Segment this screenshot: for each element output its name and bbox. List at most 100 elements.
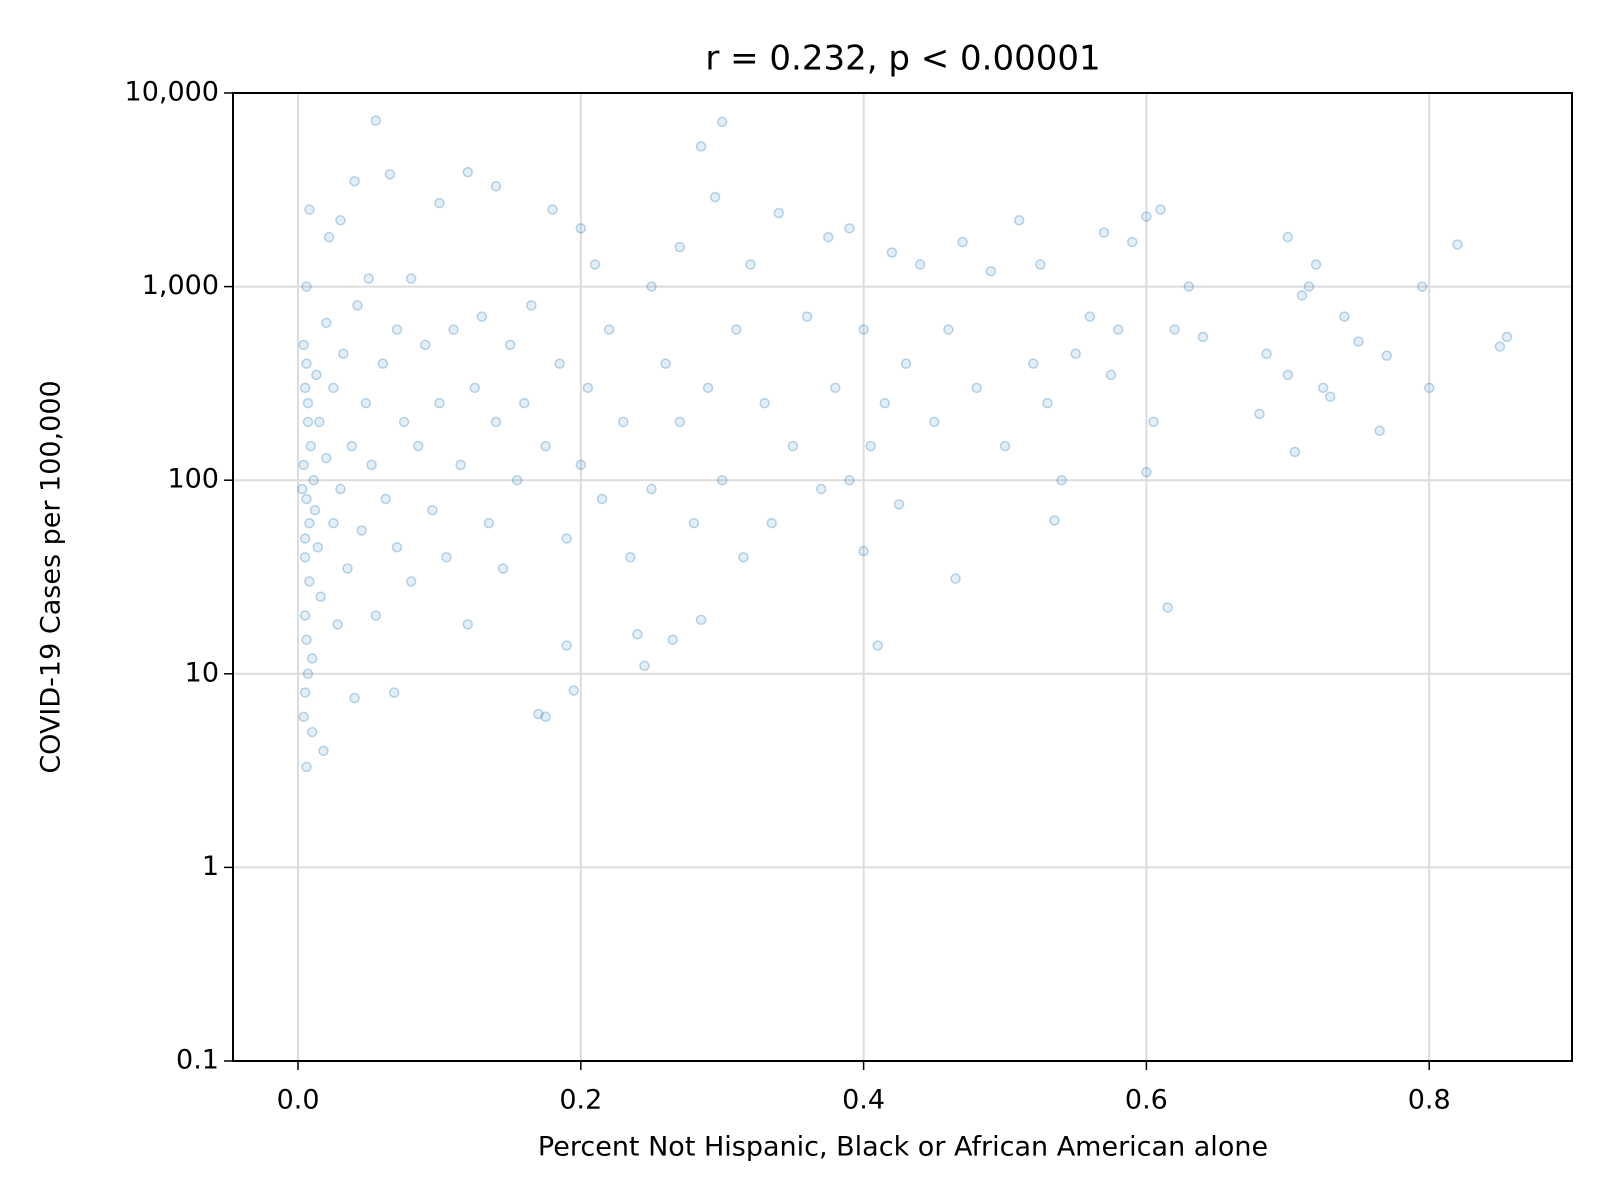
point bbox=[1423, 382, 1435, 394]
point bbox=[1105, 369, 1117, 381]
point bbox=[625, 551, 636, 563]
point bbox=[448, 324, 459, 335]
point bbox=[1155, 204, 1166, 215]
point bbox=[815, 483, 827, 495]
point bbox=[716, 116, 728, 128]
point bbox=[1452, 239, 1463, 250]
point bbox=[370, 115, 382, 126]
point bbox=[526, 300, 537, 311]
point bbox=[787, 440, 799, 452]
point bbox=[589, 259, 601, 270]
point bbox=[561, 533, 572, 544]
point bbox=[1049, 515, 1060, 526]
point bbox=[301, 761, 312, 773]
point bbox=[674, 416, 686, 428]
point bbox=[773, 207, 785, 219]
point bbox=[302, 416, 314, 428]
point bbox=[646, 281, 657, 292]
point bbox=[617, 416, 629, 428]
point bbox=[441, 551, 452, 563]
point bbox=[646, 483, 657, 495]
point bbox=[540, 440, 551, 452]
point bbox=[497, 563, 509, 574]
point bbox=[639, 660, 650, 672]
point bbox=[352, 300, 363, 311]
point bbox=[391, 324, 403, 335]
point bbox=[469, 382, 481, 394]
point bbox=[900, 358, 912, 369]
point bbox=[1317, 382, 1329, 394]
point bbox=[858, 324, 869, 335]
point bbox=[823, 231, 834, 243]
point bbox=[561, 640, 572, 651]
point bbox=[483, 517, 495, 529]
point bbox=[1374, 425, 1385, 437]
y-tick-label: 10,000 bbox=[125, 77, 219, 108]
point bbox=[301, 634, 312, 645]
point bbox=[547, 204, 558, 215]
point bbox=[1197, 331, 1209, 343]
point bbox=[434, 397, 445, 409]
point bbox=[462, 619, 473, 630]
point bbox=[318, 745, 329, 757]
x-tick-label: 0.2 bbox=[559, 1085, 602, 1116]
point bbox=[759, 397, 770, 409]
y-tick-label: 1 bbox=[202, 851, 219, 882]
point bbox=[1112, 324, 1124, 335]
point bbox=[504, 339, 516, 351]
point bbox=[1162, 602, 1173, 613]
point bbox=[398, 416, 410, 428]
y-tick-label: 10 bbox=[185, 657, 219, 688]
point bbox=[1381, 350, 1393, 361]
point bbox=[363, 273, 374, 284]
point bbox=[304, 204, 315, 215]
point bbox=[1028, 358, 1039, 369]
point bbox=[490, 180, 502, 192]
y-tick-label: 0.1 bbox=[176, 1045, 219, 1076]
point bbox=[1141, 211, 1152, 222]
point bbox=[1324, 391, 1336, 402]
point bbox=[929, 416, 940, 428]
point bbox=[412, 440, 424, 452]
point bbox=[858, 545, 869, 557]
point bbox=[879, 397, 891, 409]
point bbox=[1254, 408, 1265, 420]
point bbox=[914, 259, 926, 270]
point bbox=[391, 542, 403, 553]
point bbox=[434, 197, 445, 209]
point bbox=[297, 483, 308, 495]
point bbox=[1339, 311, 1350, 322]
point bbox=[335, 483, 346, 495]
point bbox=[632, 629, 643, 640]
point bbox=[366, 459, 377, 471]
x-axis-label: Percent Not Hispanic, Black or African A… bbox=[538, 1132, 1268, 1163]
point bbox=[688, 517, 700, 529]
chart-title: r = 0.232, p < 0.00001 bbox=[705, 39, 1100, 79]
point bbox=[575, 223, 587, 234]
point bbox=[388, 687, 400, 698]
x-tick-label: 0.6 bbox=[1125, 1085, 1168, 1116]
point bbox=[893, 499, 905, 510]
point bbox=[709, 191, 721, 203]
point bbox=[985, 266, 997, 277]
x-tick-label: 0.0 bbox=[277, 1085, 320, 1116]
point bbox=[1501, 331, 1513, 343]
point bbox=[1127, 236, 1138, 248]
y-axis-label: COVID-19 Cases per 100,000 bbox=[36, 380, 67, 773]
point bbox=[346, 440, 358, 452]
point bbox=[886, 247, 898, 258]
point bbox=[1070, 348, 1081, 359]
point bbox=[731, 324, 742, 335]
point bbox=[971, 382, 982, 394]
point bbox=[384, 169, 396, 180]
point bbox=[321, 452, 332, 464]
point bbox=[299, 610, 311, 621]
point bbox=[830, 382, 841, 394]
point bbox=[349, 692, 360, 704]
point bbox=[328, 517, 339, 529]
point bbox=[575, 459, 587, 471]
point bbox=[1261, 348, 1272, 359]
point bbox=[596, 493, 608, 505]
point bbox=[766, 517, 777, 529]
